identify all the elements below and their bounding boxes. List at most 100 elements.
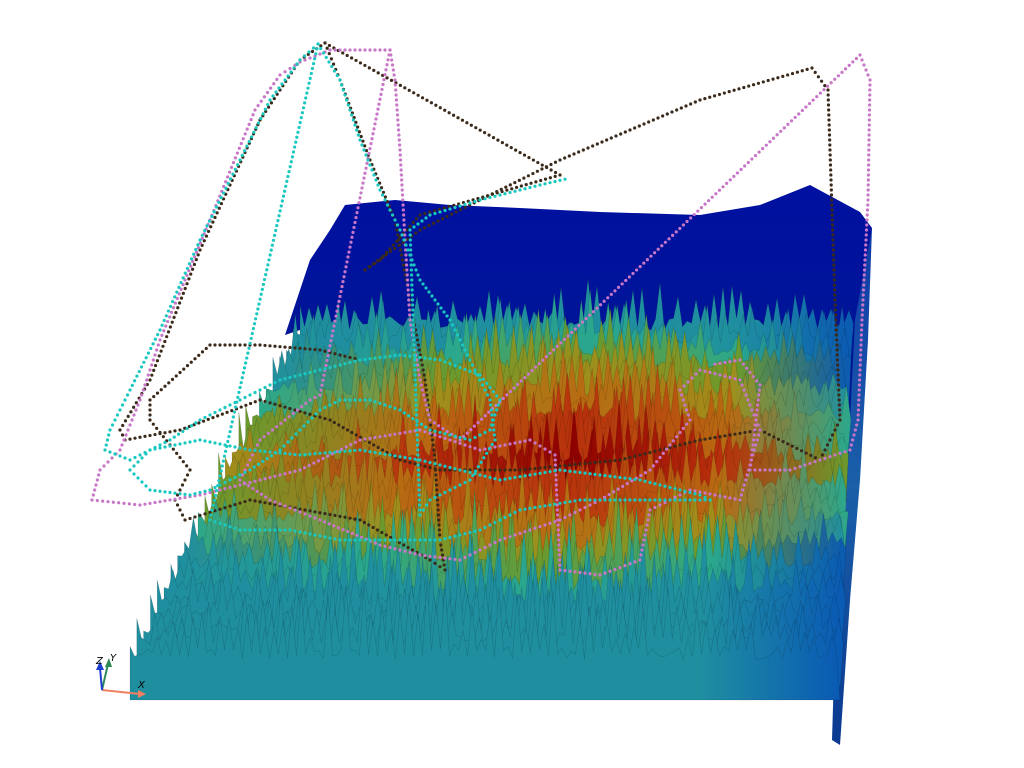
track-point (310, 66, 315, 71)
track-point (289, 70, 293, 74)
track-point (101, 499, 105, 503)
track-point (826, 93, 830, 97)
track-point (255, 312, 259, 316)
track-point (424, 383, 428, 387)
track-point (857, 403, 861, 407)
track-point (661, 114, 665, 118)
track-point (414, 388, 418, 392)
track-point (148, 433, 152, 438)
track-point (340, 284, 344, 289)
track-point (618, 498, 622, 502)
track-point (673, 487, 677, 491)
track-point (833, 298, 837, 302)
track-point (773, 468, 777, 472)
track-point (433, 429, 437, 433)
track-point (408, 318, 412, 322)
track-point (268, 502, 272, 506)
track-point (428, 213, 432, 217)
track-point (325, 46, 329, 50)
track-point (229, 165, 234, 169)
track-point (865, 213, 869, 217)
track-point (288, 506, 292, 510)
track-point (583, 571, 587, 575)
track-point (371, 132, 375, 136)
track-point (303, 531, 307, 535)
track-point (468, 468, 472, 472)
track-point (198, 238, 202, 242)
track-point (375, 528, 380, 532)
track-point (438, 533, 442, 537)
track-point (237, 390, 241, 395)
track-point (483, 197, 487, 201)
track-point (518, 468, 522, 472)
track-point (503, 477, 507, 481)
track-point (403, 538, 407, 542)
track-point (558, 518, 562, 522)
track-point (185, 266, 189, 271)
track-point (476, 465, 480, 469)
track-point (688, 490, 692, 495)
track-point (239, 380, 243, 385)
track-point (860, 328, 864, 332)
track-point (559, 341, 563, 345)
track-point (278, 73, 282, 77)
track-point (667, 237, 671, 241)
track-point (302, 54, 307, 58)
track-point (471, 473, 475, 478)
track-point (500, 141, 504, 145)
track-point (269, 454, 274, 458)
track-point (259, 116, 263, 121)
track-point (303, 101, 307, 105)
track-point (388, 208, 392, 212)
track-point (338, 514, 342, 518)
track-point (126, 414, 130, 418)
track-point (776, 437, 781, 441)
track-point (478, 473, 482, 477)
track-point (180, 513, 185, 517)
track-point (173, 295, 177, 299)
track-point (861, 298, 865, 302)
track-point (258, 449, 262, 453)
track-point (708, 436, 712, 440)
track-point (513, 533, 517, 537)
track-point (104, 443, 108, 447)
track-point (339, 447, 344, 451)
track-point (153, 500, 157, 505)
track-point (263, 399, 267, 404)
track-point (836, 74, 840, 78)
track-point (847, 63, 851, 68)
track-point (247, 122, 251, 126)
track-point (367, 66, 371, 70)
track-point (198, 241, 202, 245)
track-point (443, 208, 447, 213)
track-point (362, 148, 366, 152)
track-point (268, 498, 272, 502)
track-point (833, 428, 837, 432)
track-point (867, 143, 871, 147)
track-point (485, 451, 489, 455)
track-point (358, 196, 362, 200)
track-point (544, 355, 549, 359)
track-point (263, 528, 267, 532)
track-point (318, 415, 322, 419)
track-point (278, 451, 282, 455)
track-point (495, 394, 499, 398)
track-point (415, 423, 419, 427)
track-point (232, 410, 237, 414)
track-point (158, 489, 162, 493)
track-point (309, 71, 313, 76)
track-point (278, 448, 282, 452)
track-point (488, 428, 492, 432)
track-point (404, 248, 408, 252)
track-point (414, 333, 419, 337)
track-point (867, 118, 871, 122)
track-point (750, 157, 754, 161)
track-point (481, 377, 485, 381)
track-point (185, 282, 189, 286)
track-point (258, 297, 262, 301)
track-point (404, 253, 408, 257)
track-point (178, 370, 182, 375)
track-point (434, 473, 438, 477)
